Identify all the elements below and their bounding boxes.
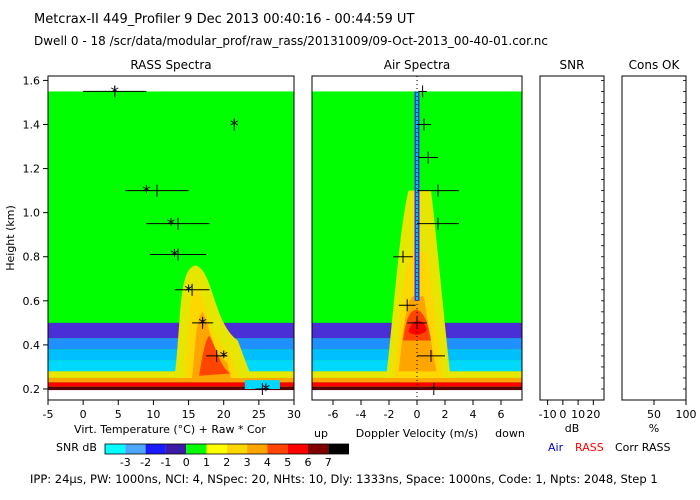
colorbar-swatch — [247, 444, 268, 454]
legend-rass: RASS — [575, 441, 604, 454]
colorbar-swatch — [206, 444, 227, 454]
colorbar-tick-label: 4 — [264, 456, 271, 469]
x-tick-label: 20 — [586, 408, 600, 421]
x-tick-label: 5 — [115, 408, 122, 421]
x-tick-label: -6 — [328, 408, 339, 421]
y-tick-label: 1.2 — [23, 163, 41, 176]
panel-title: Air Spectra — [384, 58, 451, 72]
colorbar-swatch — [308, 444, 329, 454]
colorbar-tick-label: 7 — [325, 456, 332, 469]
air-contour — [408, 320, 427, 335]
colorbar-tick-label: 2 — [223, 456, 230, 469]
legend-air: Air — [548, 441, 564, 454]
colorbar-tick-label: -1 — [160, 456, 171, 469]
x-tick-label: 15 — [182, 408, 196, 421]
x-tick-label: 2 — [442, 408, 449, 421]
panel-title: SNR — [560, 58, 585, 72]
colorbar-swatch — [186, 444, 207, 454]
colorbar-swatch — [105, 444, 126, 454]
colorbar-tick-label: 3 — [244, 456, 251, 469]
x-axis-label-left: up — [314, 427, 328, 440]
y-tick-label: 0.4 — [23, 339, 41, 352]
x-axis-label: % — [649, 422, 659, 435]
cor-point: * — [219, 348, 228, 368]
x-tick-label: -4 — [356, 408, 367, 421]
x-tick-label: 30 — [287, 408, 301, 421]
cor-point: * — [198, 315, 207, 335]
colorbar-swatch — [125, 444, 146, 454]
x-tick-label: 6 — [498, 408, 505, 421]
x-tick-label: 0 — [80, 408, 87, 421]
panel-title: Cons OK — [629, 58, 681, 72]
y-tick-label: 1.6 — [23, 74, 41, 87]
heatmap-band — [48, 382, 294, 387]
x-axis-label-right: down — [495, 427, 525, 440]
y-tick-label: 0.6 — [23, 295, 41, 308]
colorbar-tick-label: -2 — [140, 456, 151, 469]
colorbar-swatch — [226, 444, 248, 454]
colorbar-tick-label: 6 — [305, 456, 312, 469]
x-tick-label: 25 — [252, 408, 266, 421]
legend-corr-rass: Corr RASS — [615, 441, 670, 454]
panel-frame — [539, 75, 605, 401]
colorbar-tick-label: 0 — [183, 456, 190, 469]
y-axis-label: Height (km) — [4, 205, 17, 271]
panel-title: RASS Spectra — [130, 58, 211, 72]
cor-point: * — [167, 216, 176, 236]
cor-point: * — [184, 282, 193, 302]
x-tick-label: 0 — [559, 408, 566, 421]
x-tick-label: -10 — [539, 408, 557, 421]
cor-point: * — [262, 381, 271, 401]
x-tick-label: 100 — [676, 408, 697, 421]
dwell-info: Dwell 0 - 18 /scr/data/modular_prof/raw_… — [34, 34, 548, 48]
heatmap-band — [48, 377, 294, 383]
colorbar-swatch — [287, 444, 308, 454]
colorbar-swatch — [267, 444, 288, 454]
colorbar-swatch — [145, 444, 166, 454]
y-tick-label: 0.8 — [23, 251, 41, 264]
y-tick-label: 1.4 — [23, 118, 41, 131]
x-axis-label: dB — [565, 422, 580, 435]
colorbar-frame — [104, 443, 350, 455]
heatmap-band — [48, 386, 294, 391]
colorbar-tick-label: -3 — [120, 456, 131, 469]
heatmap-band — [48, 371, 294, 378]
colorbar-swatch — [328, 444, 349, 454]
panel-frame — [47, 75, 295, 401]
footer-params: IPP: 24μs, PW: 1000ns, NCI: 4, NSpec: 20… — [30, 472, 658, 486]
panel-frame — [621, 75, 687, 401]
x-tick-label: 10 — [146, 408, 160, 421]
x-tick-label: 50 — [647, 408, 661, 421]
cor-point: * — [142, 183, 151, 203]
heatmap-band — [48, 338, 294, 350]
heatmap-band — [48, 322, 294, 339]
y-tick-label: 0.2 — [23, 383, 41, 396]
heatmap-band — [48, 360, 294, 372]
colorbar-tick-label: 5 — [284, 456, 291, 469]
x-axis-label: Doppler Velocity (m/s) — [356, 427, 478, 440]
colorbar-label: SNR dB — [56, 441, 97, 454]
heatmap-band — [48, 349, 294, 361]
cor-point: * — [111, 83, 120, 103]
x-tick-label: 20 — [217, 408, 231, 421]
x-tick-label: 4 — [470, 408, 477, 421]
page-title: Metcrax-II 449_Profiler 9 Dec 2013 00:40… — [34, 12, 415, 27]
cor-point: * — [170, 247, 179, 267]
y-tick-label: 1.0 — [23, 207, 41, 220]
x-tick-label: 0 — [414, 408, 421, 421]
x-tick-label: -5 — [43, 408, 54, 421]
x-tick-label: -2 — [384, 408, 395, 421]
colorbar-swatch — [165, 444, 187, 454]
colorbar-tick-label: 1 — [203, 456, 210, 469]
cor-point: * — [230, 116, 239, 136]
x-tick-label: 10 — [571, 408, 585, 421]
x-axis-label: Virt. Temperature (°C) + Raw * Cor — [74, 423, 266, 436]
